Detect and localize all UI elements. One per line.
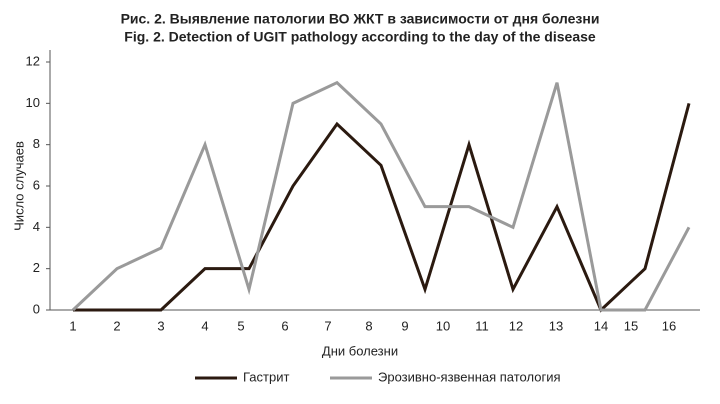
legend-label: Эрозивно-язвенная патология bbox=[378, 369, 561, 384]
x-tick-label: 5 bbox=[237, 318, 244, 333]
x-tick-label: 16 bbox=[662, 318, 676, 333]
y-tick-label: 8 bbox=[33, 136, 40, 151]
y-tick-label: 4 bbox=[33, 219, 40, 234]
y-tick-label: 12 bbox=[26, 53, 40, 68]
x-tick-label: 15 bbox=[624, 318, 638, 333]
y-axis-label: Число случаев bbox=[11, 141, 26, 231]
y-tick-label: 0 bbox=[33, 301, 40, 316]
x-tick-label: 9 bbox=[401, 318, 408, 333]
y-tick-label: 6 bbox=[33, 177, 40, 192]
series-line bbox=[71, 80, 691, 312]
x-axis-label: Дни болезни bbox=[322, 343, 398, 358]
x-tick-label: 4 bbox=[201, 318, 208, 333]
legend-label: Гастрит bbox=[243, 369, 289, 384]
x-tick-label: 10 bbox=[436, 318, 450, 333]
y-tick-label: 10 bbox=[26, 95, 40, 110]
x-tick-label: 2 bbox=[113, 318, 120, 333]
x-tick-label: 11 bbox=[475, 318, 489, 333]
x-tick-label: 12 bbox=[509, 318, 523, 333]
x-tick-label: 3 bbox=[157, 318, 164, 333]
chart-title: Рис. 2. Выявление патологии ВО ЖКТ в зав… bbox=[121, 11, 600, 27]
y-tick-label: 2 bbox=[33, 260, 40, 275]
chart-subtitle: Fig. 2. Detection of UGIT pathology acco… bbox=[124, 29, 596, 45]
x-tick-label: 14 bbox=[594, 318, 608, 333]
x-tick-label: 13 bbox=[549, 318, 563, 333]
x-tick-label: 8 bbox=[365, 318, 372, 333]
x-tick-label: 1 bbox=[69, 318, 76, 333]
x-tick-label: 7 bbox=[324, 318, 331, 333]
x-tick-label: 6 bbox=[281, 318, 288, 333]
series-line bbox=[73, 102, 691, 313]
